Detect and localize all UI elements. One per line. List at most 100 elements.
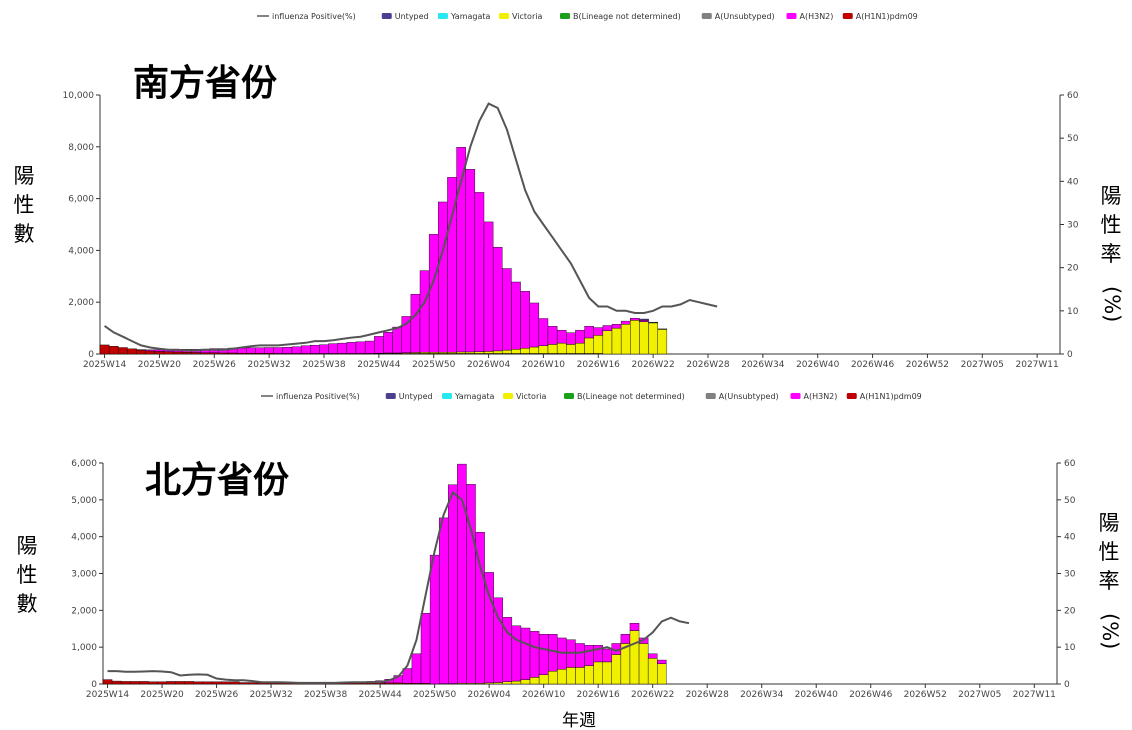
bar-segment[interactable] — [538, 318, 549, 346]
bar-segment[interactable] — [629, 623, 640, 631]
bar-segment[interactable] — [383, 332, 393, 354]
bar-segment[interactable] — [639, 318, 649, 321]
bar-segment[interactable] — [474, 351, 485, 354]
legend-swatch[interactable] — [564, 393, 574, 399]
bar-segment[interactable] — [172, 351, 183, 355]
bar-segment[interactable] — [511, 680, 522, 685]
bar-segment[interactable] — [584, 326, 594, 339]
bar-segment[interactable] — [575, 342, 585, 354]
bar-segment[interactable] — [130, 681, 140, 685]
bar-segment[interactable] — [648, 322, 658, 355]
legend-label[interactable]: A(Unsubtyped) — [715, 12, 775, 21]
bar-segment[interactable] — [566, 667, 576, 685]
bar-segment[interactable] — [483, 351, 494, 354]
bar-segment[interactable] — [111, 680, 122, 685]
bar-segment[interactable] — [620, 643, 631, 685]
legend-label[interactable]: influenza Positive(%) — [272, 12, 356, 21]
bar-segment[interactable] — [593, 661, 603, 685]
bar-segment[interactable] — [648, 321, 658, 324]
legend-label[interactable]: Untyped — [399, 392, 433, 401]
legend-label[interactable]: influenza Positive(%) — [276, 392, 360, 401]
bar-segment[interactable] — [211, 681, 222, 685]
bar-segment[interactable] — [465, 351, 476, 354]
bar-segment[interactable] — [300, 345, 311, 354]
bar-segment[interactable] — [602, 661, 613, 685]
bar-segment[interactable] — [647, 658, 658, 685]
bar-segment[interactable] — [575, 667, 585, 685]
bar-segment[interactable] — [502, 349, 512, 354]
bar-segment[interactable] — [584, 665, 594, 685]
bar-segment[interactable] — [255, 347, 265, 354]
legend-swatch[interactable] — [790, 393, 801, 399]
bar-segment[interactable] — [611, 654, 622, 685]
bar-segment[interactable] — [502, 268, 512, 351]
bar-segment[interactable] — [145, 349, 156, 352]
bar-segment[interactable] — [182, 351, 192, 355]
bar-segment[interactable] — [120, 681, 131, 685]
bar-segment[interactable] — [538, 634, 549, 675]
bar-segment[interactable] — [136, 349, 146, 351]
legend-label[interactable]: A(H3N2) — [800, 12, 834, 21]
bar-segment[interactable] — [575, 643, 585, 668]
legend-swatch[interactable] — [786, 13, 797, 19]
bar-segment[interactable] — [184, 681, 195, 685]
bar-segment[interactable] — [520, 627, 531, 680]
bar-segment[interactable] — [364, 340, 375, 354]
bar-segment[interactable] — [483, 221, 494, 352]
bar-segment[interactable] — [154, 351, 165, 355]
bar-segment[interactable] — [102, 679, 113, 685]
bar-segment[interactable] — [466, 484, 476, 684]
bar-segment[interactable] — [264, 347, 274, 354]
bar-segment[interactable] — [502, 681, 513, 685]
bar-segment[interactable] — [620, 634, 631, 644]
positive-rate-line[interactable] — [104, 102, 718, 352]
bar-segment[interactable] — [657, 329, 668, 355]
bar-segment[interactable] — [566, 332, 576, 345]
legend-swatch[interactable] — [442, 393, 452, 399]
legend-swatch[interactable] — [842, 13, 853, 19]
legend-swatch[interactable] — [846, 393, 857, 399]
legend-label[interactable]: B(Lineage not determined) — [573, 12, 681, 21]
bar-segment[interactable] — [310, 344, 320, 354]
bar-segment[interactable] — [529, 302, 540, 348]
bar-segment[interactable] — [657, 328, 668, 330]
bar-segment[interactable] — [529, 346, 540, 354]
bar-segment[interactable] — [346, 342, 357, 354]
bar-segment[interactable] — [584, 337, 594, 354]
bar-segment[interactable] — [246, 347, 256, 354]
bar-segment[interactable] — [557, 669, 567, 685]
bar-segment[interactable] — [620, 324, 631, 355]
bar-segment[interactable] — [420, 613, 431, 684]
bar-segment[interactable] — [157, 681, 167, 685]
bar-segment[interactable] — [511, 349, 521, 354]
bar-segment[interactable] — [520, 348, 530, 354]
bar-segment[interactable] — [611, 327, 622, 355]
bar-segment[interactable] — [529, 677, 540, 685]
legend-label[interactable]: Yamagata — [454, 392, 495, 401]
bar-segment[interactable] — [548, 670, 558, 685]
bar-segment[interactable] — [629, 630, 640, 685]
bar-segment[interactable] — [657, 663, 667, 685]
bar-segment[interactable] — [136, 349, 146, 355]
bar-segment[interactable] — [127, 348, 137, 355]
bar-segment[interactable] — [465, 169, 476, 353]
bar-segment[interactable] — [566, 344, 576, 354]
bar-segment[interactable] — [429, 554, 440, 685]
bar-segment[interactable] — [411, 653, 422, 684]
bar-segment[interactable] — [273, 347, 284, 354]
legend-label[interactable]: Victoria — [512, 12, 542, 21]
bar-segment[interactable] — [474, 192, 485, 352]
bar-segment[interactable] — [538, 345, 549, 354]
bar-segment[interactable] — [611, 324, 622, 329]
bar-segment[interactable] — [620, 320, 631, 325]
bar-segment[interactable] — [392, 326, 402, 354]
bar-segment[interactable] — [547, 326, 558, 345]
bar-segment[interactable] — [639, 321, 649, 355]
bar-segment[interactable] — [657, 659, 667, 664]
legend-label[interactable]: A(H1N1)pdm09 — [856, 12, 918, 21]
bar-segment[interactable] — [593, 327, 604, 336]
bar-segment[interactable] — [163, 351, 174, 355]
bar-segment[interactable] — [193, 681, 204, 685]
legend-label[interactable]: A(H1N1)pdm09 — [860, 392, 922, 401]
bar-segment[interactable] — [438, 517, 449, 684]
